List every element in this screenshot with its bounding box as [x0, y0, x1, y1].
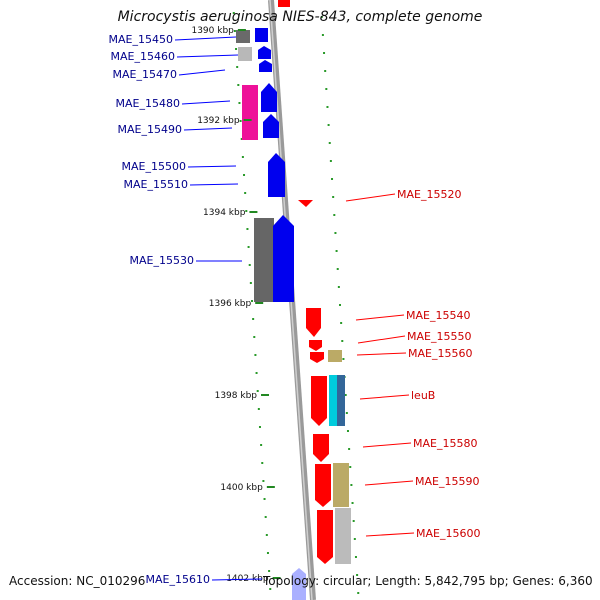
tick-label: 1390 kbp: [191, 26, 234, 36]
feature-gray-3[interactable]: [254, 218, 274, 302]
gene-label-left[interactable]: MAE_15530: [130, 254, 194, 267]
topology-text: Topology: circular; Length: 5,842,795 bp…: [263, 574, 593, 588]
feature-mae15600[interactable]: [317, 510, 333, 564]
feature-mae15500[interactable]: [268, 153, 285, 197]
feature-partial-top[interactable]: [278, 0, 290, 7]
gene-label-right[interactable]: MAE_15550: [407, 330, 471, 343]
feature-gray-1[interactable]: [236, 30, 250, 43]
gene-label-right[interactable]: MAE_15520: [397, 188, 461, 201]
feature-mae15540[interactable]: [306, 308, 321, 337]
accession-text: Accession: NC_010296: [9, 574, 146, 588]
gene-label-left[interactable]: MAE_15450: [109, 33, 173, 46]
feature-mae15520[interactable]: [298, 200, 313, 207]
gene-label-left[interactable]: MAE_15510: [124, 178, 188, 191]
gene-label-right[interactable]: MAE_15560: [408, 347, 472, 360]
gene-label-left[interactable]: MAE_15500: [122, 160, 186, 173]
feature-mae15560[interactable]: [328, 350, 342, 362]
tick-label: 1396 kbp: [209, 299, 252, 309]
feature-mae15490[interactable]: [263, 114, 279, 138]
right-gene-labels: MAE_15520 MAE_15540 MAE_15550 MAE_15560 leuB…: [345, 188, 480, 540]
feature-mae15590[interactable]: [315, 464, 331, 507]
feature-mae15480[interactable]: [261, 83, 277, 112]
tick-label: 1398 kbp: [215, 391, 258, 401]
gene-label-left[interactable]: MAE_15460: [111, 50, 175, 63]
feature-leub-red[interactable]: [311, 376, 327, 426]
gene-label-left[interactable]: MAE_15470: [113, 68, 177, 81]
feature-olive[interactable]: [333, 463, 349, 507]
tick-label: 1394 kbp: [203, 208, 246, 218]
feature-track-right: [298, 200, 351, 564]
feature-magenta[interactable]: [242, 85, 258, 140]
feature-mae15560-arrow[interactable]: [310, 352, 324, 363]
gene-label-right[interactable]: leuB: [411, 389, 435, 402]
left-gene-labels: MAE_15450 MAE_15460 MAE_15470 MAE_15480 MAE_…: [109, 33, 263, 586]
feature-mae15460[interactable]: [258, 46, 271, 59]
feature-track-left: [236, 0, 306, 600]
gene-label-left[interactable]: MAE_15490: [118, 123, 182, 136]
gene-label-left[interactable]: MAE_15610: [146, 573, 210, 586]
feature-mae15580[interactable]: [313, 434, 329, 462]
feature-mae15610[interactable]: [292, 568, 306, 600]
feature-mae15550[interactable]: [309, 340, 322, 351]
gene-label-right[interactable]: MAE_15580: [413, 437, 477, 450]
feature-gray-2[interactable]: [238, 47, 252, 61]
gene-label-left[interactable]: MAE_15480: [116, 97, 180, 110]
gene-label-right[interactable]: MAE_15590: [415, 475, 479, 488]
feature-mae15530[interactable]: [273, 215, 294, 302]
feature-gray-4[interactable]: [335, 508, 351, 564]
gene-label-right[interactable]: MAE_15600: [416, 527, 480, 540]
feature-leub-dark[interactable]: [337, 375, 345, 426]
tick-label: 1392 kbp: [197, 116, 240, 126]
map-footer: Accession: NC_010296 Topology: circular;…: [0, 574, 600, 594]
feature-leub[interactable]: [329, 375, 337, 426]
feature-mae15450[interactable]: [255, 28, 268, 42]
tick-label: 1400 kbp: [220, 483, 263, 493]
gene-label-right[interactable]: MAE_15540: [406, 309, 470, 322]
feature-mae15470[interactable]: [259, 60, 272, 72]
map-title: Microcystis aeruginosa NIES-843, complet…: [117, 9, 483, 25]
